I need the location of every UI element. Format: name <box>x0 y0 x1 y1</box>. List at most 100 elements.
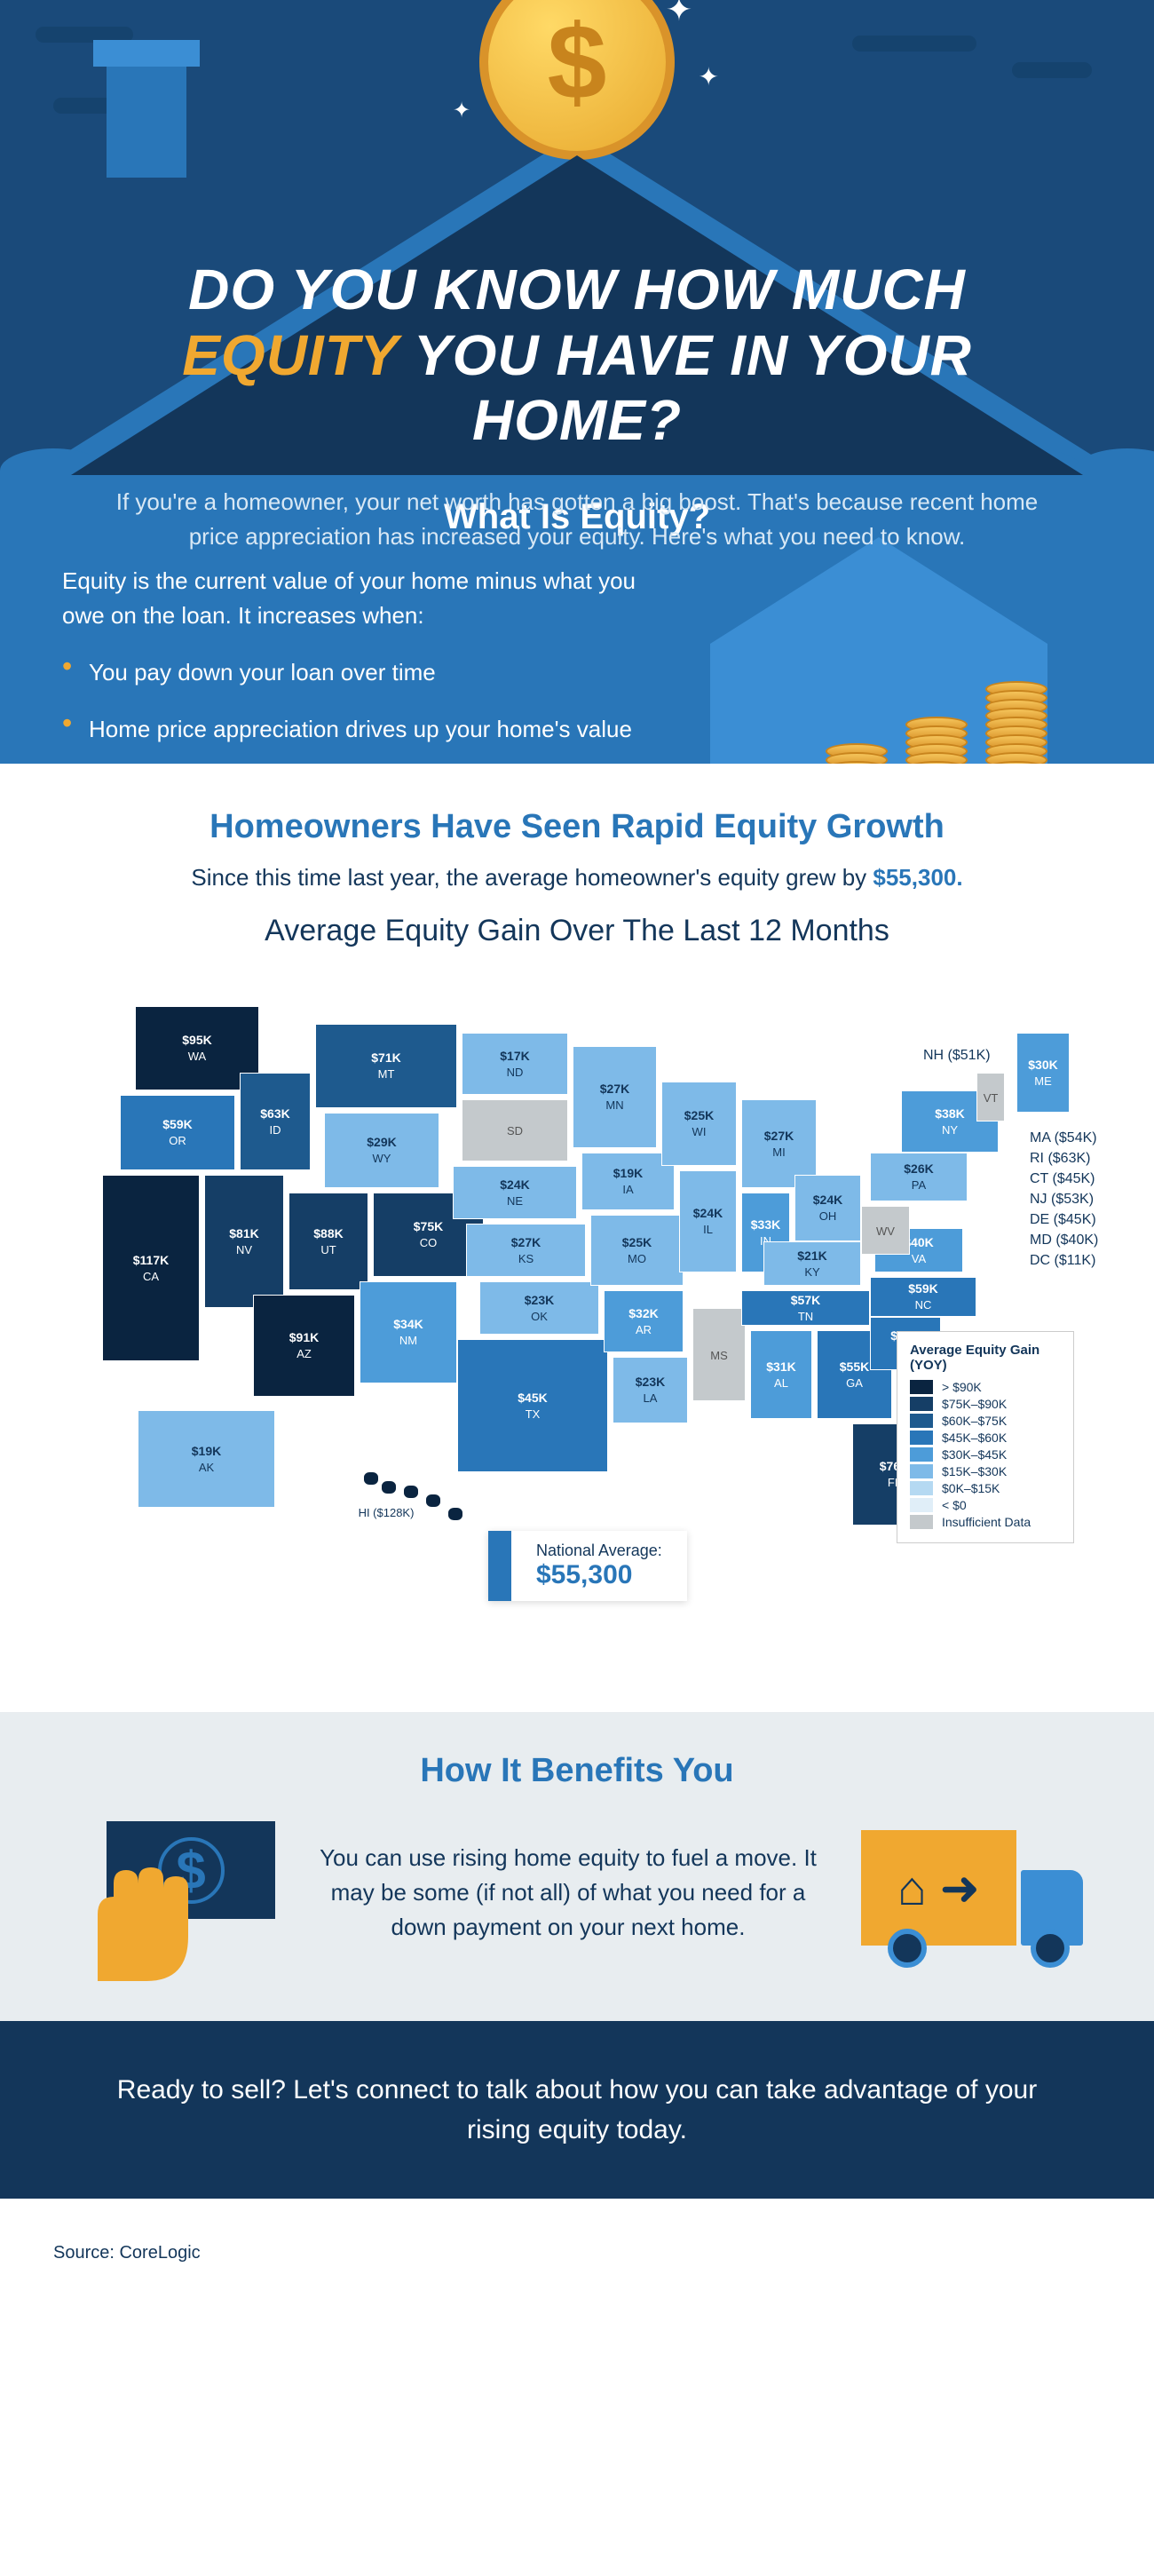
header-subtitle: If you're a homeowner, your net worth ha… <box>89 485 1065 554</box>
legend-swatch <box>910 1498 933 1512</box>
legend-swatch <box>910 1397 933 1411</box>
state-wi: $25KWI <box>661 1082 737 1166</box>
legend-row: $30K–$45K <box>910 1447 1061 1462</box>
state-hi: HI ($128K) <box>333 1499 439 1526</box>
header-section: $ ✦ ✦ ✦ DO YOU KNOW HOW MUCH EQUITY YOU … <box>0 0 1154 764</box>
hawaii-island-icon <box>382 1481 396 1494</box>
state-ok: $23KOK <box>479 1281 599 1335</box>
state-nc: $59KNC <box>870 1277 976 1317</box>
state-or: $59KOR <box>120 1095 235 1170</box>
state-id: $63KID <box>240 1073 311 1170</box>
state-ut: $88KUT <box>288 1193 368 1290</box>
state-callout: NH ($51K) <box>923 1048 991 1064</box>
state-nv: $81KNV <box>204 1175 284 1308</box>
title-line1: DO YOU KNOW HOW MUCH <box>188 258 966 321</box>
state-oh: $24KOH <box>794 1175 861 1241</box>
legend-label: $45K–$60K <box>942 1431 1007 1445</box>
legend-label: $30K–$45K <box>942 1447 1007 1462</box>
state-ky: $21KKY <box>763 1241 861 1286</box>
chimney-cap-icon <box>93 40 200 67</box>
legend-label: $0K–$15K <box>942 1481 1000 1495</box>
map-container: $95KWA$59KOR$117KCA$81KNV$63KID$71KMT$29… <box>53 975 1101 1650</box>
state-wy: $29KWY <box>324 1113 439 1188</box>
benefits-section: How It Benefits You $ You can use rising… <box>0 1712 1154 2021</box>
hawaii-island-icon <box>404 1486 418 1498</box>
legend-row: > $90K <box>910 1380 1061 1394</box>
legend-row: $60K–$75K <box>910 1414 1061 1428</box>
state-nd: $17KND <box>462 1033 568 1095</box>
legend-swatch <box>910 1414 933 1428</box>
hawaii-island-icon <box>364 1472 378 1485</box>
state-callout: RI ($63K) <box>1030 1151 1090 1167</box>
state-ne: $24KNE <box>453 1166 577 1219</box>
legend-swatch <box>910 1515 933 1529</box>
state-callout: CT ($45K) <box>1030 1171 1095 1187</box>
cta-section: Ready to sell? Let's connect to talk abo… <box>0 2021 1154 2199</box>
equity-text: Equity is the current value of your home… <box>62 564 657 764</box>
map-subheading-pre: Since this time last year, the average h… <box>191 864 873 891</box>
legend-label: $60K–$75K <box>942 1414 1007 1428</box>
state-mn: $27KMN <box>573 1046 657 1148</box>
legend-row: $75K–$90K <box>910 1397 1061 1411</box>
benefits-title: How It Benefits You <box>71 1752 1083 1790</box>
dollar-coin-icon: $ <box>479 0 675 160</box>
map-chart-title: Average Equity Gain Over The Last 12 Mon… <box>53 914 1101 948</box>
state-callout: DC ($11K) <box>1030 1253 1095 1269</box>
map-heading: Homeowners Have Seen Rapid Equity Growth <box>53 808 1101 846</box>
state-me: $30KME <box>1016 1033 1070 1113</box>
coin-stack-icon <box>985 688 1047 764</box>
state-callout: DE ($45K) <box>1030 1212 1096 1228</box>
legend-label: < $0 <box>942 1498 967 1512</box>
legend-swatch <box>910 1447 933 1462</box>
state-ms: MS <box>692 1308 746 1401</box>
map-section: Homeowners Have Seen Rapid Equity Growth… <box>0 764 1154 1712</box>
state-callout: MA ($54K) <box>1030 1130 1097 1146</box>
coin-stack-icon <box>826 750 888 764</box>
legend-label: Insufficient Data <box>942 1515 1031 1529</box>
title-block: DO YOU KNOW HOW MUCH EQUITY YOU HAVE IN … <box>89 258 1065 554</box>
sparkle-icon: ✦ <box>699 62 719 91</box>
legend-label: > $90K <box>942 1380 982 1394</box>
sparkle-icon: ✦ <box>666 0 692 28</box>
state-tn: $57KTN <box>741 1290 870 1326</box>
legend-row: $15K–$30K <box>910 1464 1061 1478</box>
legend-row: $45K–$60K <box>910 1431 1061 1445</box>
hand-dollar-icon: $ <box>71 1812 275 1972</box>
legend-swatch <box>910 1464 933 1478</box>
cta-text: Ready to sell? Let's connect to talk abo… <box>89 2070 1065 2150</box>
hawaii-island-icon <box>448 1508 462 1520</box>
map-subheading-amount: $55,300. <box>873 864 962 891</box>
legend-title: Average Equity Gain (YOY) <box>910 1343 1061 1373</box>
equity-bullet: You pay down your loan over time <box>62 655 657 690</box>
state-il: $24KIL <box>679 1170 737 1272</box>
state-wv: WV <box>861 1206 910 1255</box>
house-coins-icon <box>692 564 1092 764</box>
national-average-label: National Average: <box>536 1542 662 1560</box>
state-ca: $117KCA <box>102 1175 200 1361</box>
state-pa: $26KPA <box>870 1153 968 1201</box>
main-title: DO YOU KNOW HOW MUCH EQUITY YOU HAVE IN … <box>89 258 1065 454</box>
state-callout: NJ ($53K) <box>1030 1192 1094 1208</box>
national-average-value: $55,300 <box>536 1560 662 1590</box>
equity-intro: Equity is the current value of your home… <box>62 564 657 633</box>
hawaii-island-icon <box>426 1494 440 1507</box>
equity-bullet: Home price appreciation drives up your h… <box>62 712 657 747</box>
state-tx: $45KTX <box>457 1339 608 1472</box>
state-mt: $71KMT <box>315 1024 457 1108</box>
legend-row: $0K–$15K <box>910 1481 1061 1495</box>
legend-row: Insufficient Data <box>910 1515 1061 1529</box>
title-line2: YOU HAVE IN YOUR HOME? <box>414 323 972 453</box>
title-accent: EQUITY <box>182 323 398 387</box>
state-mo: $25KMO <box>590 1215 684 1286</box>
sparkle-icon: ✦ <box>453 98 470 123</box>
state-vt: VT <box>976 1073 1005 1122</box>
benefits-text: You can use rising home equity to fuel a… <box>311 1841 826 1945</box>
state-az: $91KAZ <box>253 1295 355 1397</box>
legend-swatch <box>910 1481 933 1495</box>
legend-label: $75K–$90K <box>942 1397 1007 1411</box>
coin-stack-icon <box>905 724 968 764</box>
moving-truck-icon: ⌂ ➜ <box>861 1817 1083 1968</box>
state-nm: $34KNM <box>360 1281 457 1383</box>
state-ar: $32KAR <box>604 1290 684 1352</box>
state-la: $23KLA <box>613 1357 688 1423</box>
